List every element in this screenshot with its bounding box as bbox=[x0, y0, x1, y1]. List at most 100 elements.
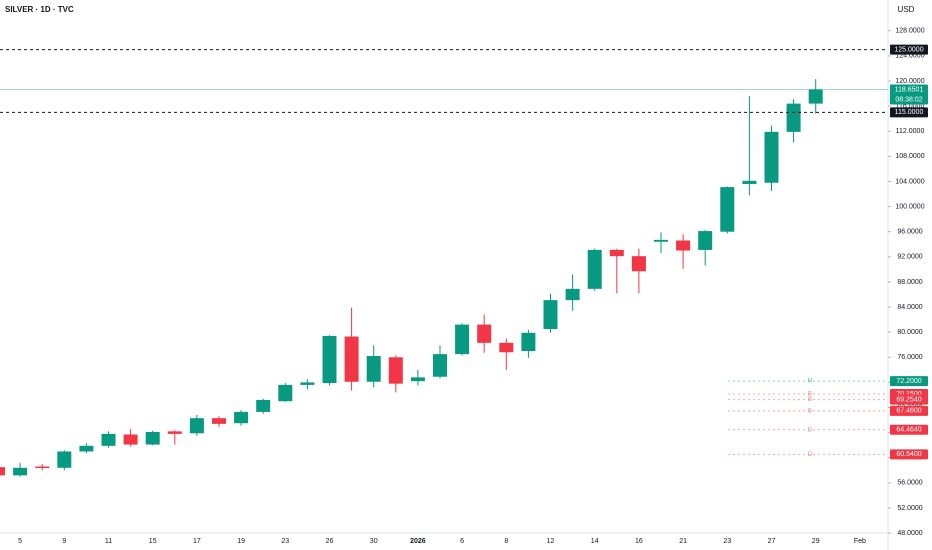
y-tick-label: 108.0000 bbox=[895, 153, 924, 160]
candle-body bbox=[79, 445, 94, 452]
candle-body bbox=[477, 324, 492, 343]
horizontal-line-box bbox=[890, 44, 928, 55]
y-tick-label: 76.0000 bbox=[897, 354, 922, 361]
level-label: 70.1500 bbox=[896, 391, 921, 398]
candle-body bbox=[344, 336, 359, 382]
candle-body bbox=[300, 382, 315, 385]
candle-body bbox=[609, 249, 624, 257]
candle-body bbox=[234, 411, 249, 424]
level-label: 69.2540 bbox=[896, 396, 921, 403]
candle-body bbox=[0, 467, 5, 476]
candle-body bbox=[433, 354, 447, 377]
candle-body bbox=[410, 377, 425, 382]
x-tick-label: 23 bbox=[723, 538, 731, 545]
candle-body bbox=[256, 399, 271, 412]
x-tick-label: 2026 bbox=[410, 538, 426, 545]
level-tag: D bbox=[808, 427, 813, 433]
candle-body bbox=[455, 324, 470, 355]
level-label: 72.2000 bbox=[896, 378, 921, 385]
candle-body bbox=[57, 451, 72, 468]
horizontal-line-label: 115.0000 bbox=[895, 109, 924, 116]
candle-body bbox=[631, 256, 646, 272]
x-tick-label: 30 bbox=[370, 538, 378, 545]
x-tick-label: 14 bbox=[591, 538, 599, 545]
candle-body bbox=[388, 357, 403, 384]
level-tag: B bbox=[808, 397, 812, 403]
x-tick-label: 27 bbox=[768, 538, 776, 545]
x-tick-label: 21 bbox=[679, 538, 687, 545]
y-tick-label: 120.0000 bbox=[895, 78, 924, 85]
y-tick-label: 92.0000 bbox=[897, 254, 922, 261]
candle-body bbox=[654, 239, 668, 242]
y-tick-label: 56.0000 bbox=[897, 480, 922, 487]
candle-body bbox=[499, 342, 514, 353]
x-tick-label: 23 bbox=[281, 538, 289, 545]
level-box bbox=[890, 394, 928, 405]
x-tick-label: 29 bbox=[812, 538, 820, 545]
candle-body bbox=[698, 231, 713, 250]
level-label: 64.4640 bbox=[896, 427, 921, 434]
y-tick-label: 84.0000 bbox=[897, 304, 922, 311]
candle-body bbox=[742, 180, 757, 184]
x-tick-label: 26 bbox=[326, 538, 334, 545]
candle-body bbox=[278, 384, 293, 402]
y-tick-label: 88.0000 bbox=[897, 279, 922, 286]
candle-body bbox=[145, 432, 160, 445]
level-tag: B bbox=[808, 408, 812, 414]
y-tick-label: 124.0000 bbox=[895, 53, 924, 60]
horizontal-line-label: 125.0000 bbox=[894, 46, 923, 53]
x-tick-label: 9 bbox=[62, 538, 66, 545]
candle-body bbox=[543, 300, 558, 330]
x-tick-label: 15 bbox=[149, 538, 157, 545]
horizontal-line-box bbox=[890, 107, 928, 118]
x-tick-label: 17 bbox=[193, 538, 201, 545]
candle-body bbox=[366, 356, 381, 382]
price-countdown: 08:38:02 bbox=[895, 96, 922, 103]
level-box bbox=[890, 424, 928, 435]
level-box bbox=[890, 376, 928, 387]
x-tick-label: 12 bbox=[547, 538, 555, 545]
price-box bbox=[890, 84, 928, 105]
candle-body bbox=[786, 103, 801, 132]
level-tag: B bbox=[808, 392, 812, 398]
level-box bbox=[890, 449, 928, 460]
y-tick-label: 104.0000 bbox=[895, 178, 924, 185]
x-tick-label: 8 bbox=[504, 538, 508, 545]
candle-body bbox=[35, 466, 50, 469]
chart-title: SILVER · 1D · TVC bbox=[5, 5, 74, 14]
candle-body bbox=[565, 288, 580, 301]
level-label: 60.5400 bbox=[896, 451, 921, 458]
x-tick-label: 19 bbox=[237, 538, 245, 545]
y-tick-label: 96.0000 bbox=[897, 229, 922, 236]
candle-body bbox=[587, 249, 602, 289]
level-tag: D bbox=[808, 452, 813, 458]
level-label: 67.4600 bbox=[896, 408, 921, 415]
candle-body bbox=[189, 418, 204, 434]
y-tick-label: 128.0000 bbox=[895, 28, 924, 35]
x-tick-label: 5 bbox=[18, 538, 22, 545]
x-tick-label: Feb bbox=[854, 538, 866, 545]
y-tick-label: 116.0000 bbox=[896, 103, 925, 110]
level-tag: M bbox=[808, 379, 813, 385]
candle-body bbox=[13, 467, 28, 476]
candle-body bbox=[212, 418, 226, 424]
candle-body bbox=[167, 431, 182, 434]
level-box bbox=[890, 405, 928, 416]
y-tick-label: 48.0000 bbox=[897, 530, 922, 537]
price-label: 118.6501 bbox=[895, 86, 924, 93]
y-tick-label: 80.0000 bbox=[897, 329, 922, 336]
candle-body bbox=[676, 240, 691, 251]
candle-body bbox=[720, 187, 735, 232]
candle-body bbox=[322, 335, 337, 384]
y-tick-label: 100.0000 bbox=[895, 203, 924, 210]
candle-body bbox=[764, 131, 779, 183]
y-tick-label: 52.0000 bbox=[897, 505, 922, 512]
x-tick-label: 11 bbox=[105, 538, 112, 545]
candle-body bbox=[521, 332, 536, 351]
x-tick-label: 6 bbox=[460, 538, 464, 545]
y-tick-label: 112.0000 bbox=[896, 128, 925, 135]
x-tick-label: 16 bbox=[635, 538, 643, 545]
candle-body bbox=[101, 433, 116, 446]
